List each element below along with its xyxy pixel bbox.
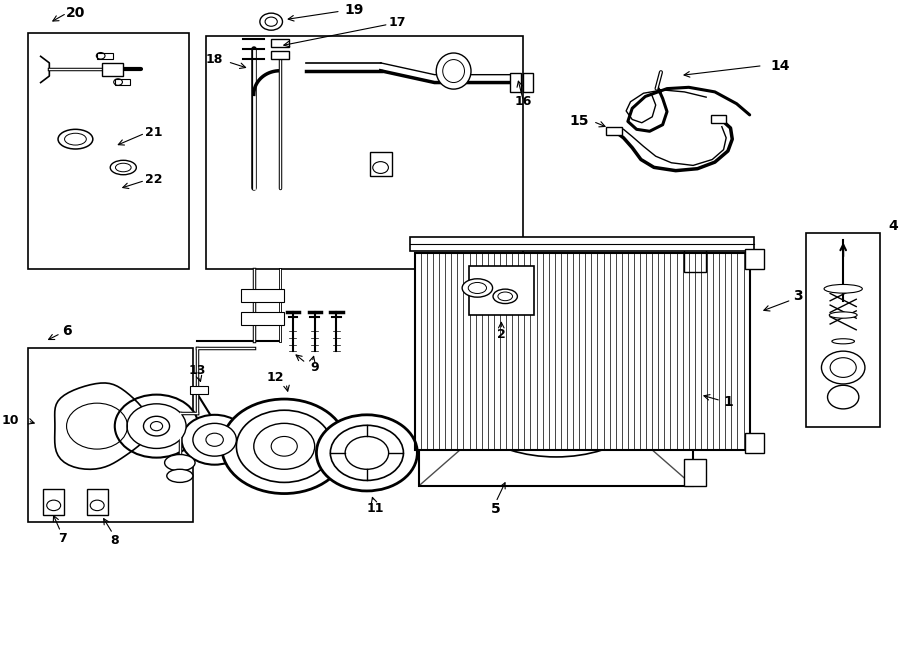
Text: 20: 20 <box>66 6 86 20</box>
Circle shape <box>237 410 332 483</box>
Text: 9: 9 <box>310 361 319 374</box>
Circle shape <box>193 423 237 456</box>
Ellipse shape <box>115 163 131 172</box>
Bar <box>523 73 533 93</box>
Ellipse shape <box>468 282 487 293</box>
Circle shape <box>271 436 297 456</box>
Polygon shape <box>55 383 150 469</box>
Text: 10: 10 <box>2 414 19 428</box>
Text: 4: 4 <box>889 219 898 233</box>
Bar <box>114 79 130 85</box>
Text: 6: 6 <box>62 325 71 338</box>
Circle shape <box>254 423 315 469</box>
Bar <box>606 127 622 135</box>
Ellipse shape <box>824 284 862 293</box>
Text: 1: 1 <box>723 395 733 409</box>
Text: 2: 2 <box>497 329 506 341</box>
Ellipse shape <box>462 279 492 297</box>
Bar <box>271 51 289 59</box>
Circle shape <box>260 13 283 30</box>
Circle shape <box>182 415 248 465</box>
Circle shape <box>143 416 169 436</box>
Circle shape <box>115 395 198 457</box>
Bar <box>415 253 750 449</box>
Bar <box>43 489 64 515</box>
Ellipse shape <box>166 469 193 483</box>
Circle shape <box>345 436 389 469</box>
Ellipse shape <box>498 292 512 301</box>
Circle shape <box>221 399 346 494</box>
Bar <box>469 266 534 315</box>
Text: 5: 5 <box>491 502 500 516</box>
Ellipse shape <box>829 312 857 318</box>
Text: 16: 16 <box>515 95 532 108</box>
Bar <box>370 153 392 176</box>
Bar <box>240 289 284 302</box>
Bar <box>97 52 112 59</box>
Bar <box>271 40 289 48</box>
Bar <box>206 36 524 269</box>
Text: 19: 19 <box>344 3 364 17</box>
Bar <box>419 246 693 486</box>
Bar <box>510 73 521 93</box>
Text: 15: 15 <box>569 114 589 128</box>
Bar <box>410 237 754 251</box>
Ellipse shape <box>493 289 518 303</box>
Ellipse shape <box>58 130 93 149</box>
Text: 22: 22 <box>145 173 163 186</box>
Bar <box>415 253 750 449</box>
Circle shape <box>317 415 418 491</box>
Bar <box>190 386 208 394</box>
Text: 14: 14 <box>770 59 790 73</box>
Ellipse shape <box>110 160 136 175</box>
Text: 21: 21 <box>145 126 163 139</box>
Bar <box>745 433 764 453</box>
Text: 7: 7 <box>58 531 67 545</box>
Text: 17: 17 <box>389 17 406 30</box>
Bar <box>745 249 764 269</box>
Bar <box>684 246 706 272</box>
Ellipse shape <box>65 134 86 145</box>
Bar <box>684 459 706 486</box>
Bar <box>240 312 284 325</box>
Bar <box>102 63 123 76</box>
Ellipse shape <box>443 59 464 83</box>
Bar <box>806 233 880 426</box>
Ellipse shape <box>832 338 854 344</box>
Circle shape <box>127 404 186 448</box>
Text: 8: 8 <box>111 533 119 547</box>
Text: 12: 12 <box>266 371 284 384</box>
Bar <box>86 489 108 515</box>
Bar <box>28 348 193 522</box>
Ellipse shape <box>436 53 471 89</box>
Text: 11: 11 <box>367 502 384 515</box>
Text: 18: 18 <box>206 53 223 66</box>
Circle shape <box>822 351 865 384</box>
Circle shape <box>827 385 859 409</box>
Text: 3: 3 <box>793 289 802 303</box>
Text: 13: 13 <box>188 364 206 377</box>
Bar <box>28 33 188 269</box>
Circle shape <box>330 425 403 481</box>
Bar <box>710 115 726 123</box>
Ellipse shape <box>165 455 195 471</box>
